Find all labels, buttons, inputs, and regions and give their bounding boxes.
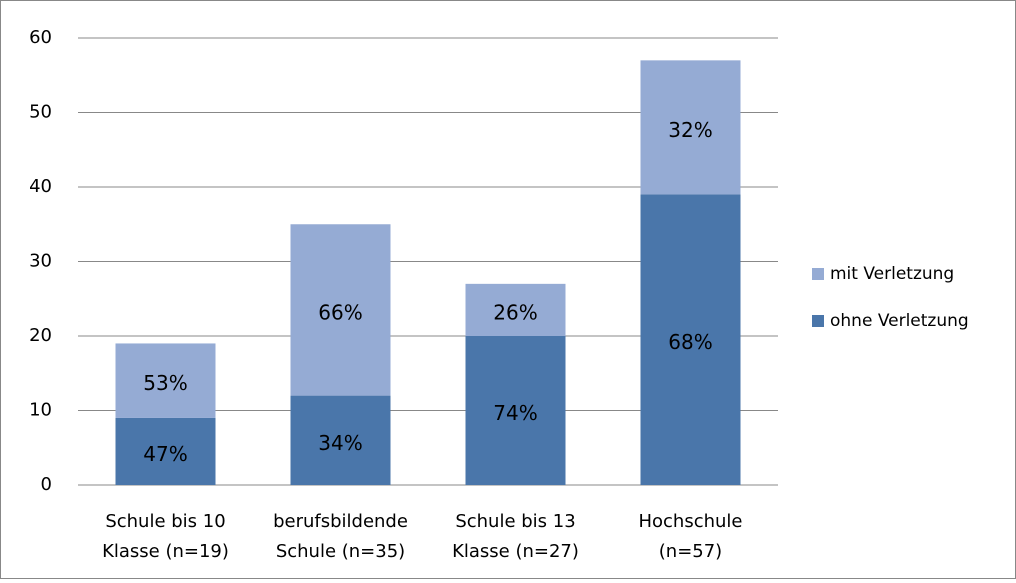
x-tick-label: (n=57) (659, 541, 722, 562)
legend-label: ohne Verletzung (830, 311, 969, 331)
bar-segment (465, 283, 566, 336)
bar-segment (640, 60, 741, 195)
bar-segment (290, 395, 391, 485)
y-tick-label: 30 (29, 251, 52, 272)
x-tick-label: Klasse (n=27) (452, 541, 579, 562)
percent-label: 26% (493, 300, 537, 324)
y-tick-label: 10 (29, 400, 52, 421)
bar-segment (640, 194, 741, 485)
y-tick-label: 60 (29, 27, 52, 48)
percent-label: 68% (668, 330, 712, 354)
legend-swatch (812, 315, 824, 327)
percent-label: 53% (143, 371, 187, 395)
legend-label: mit Verletzung (830, 264, 954, 284)
bar-segment (115, 417, 216, 485)
bar-segment (465, 336, 566, 485)
percent-label: 32% (668, 118, 712, 142)
x-tick-label: berufsbildende (273, 511, 408, 532)
x-tick-label: Schule bis 10 (105, 511, 225, 532)
percent-label: 34% (318, 431, 362, 455)
percent-label: 66% (318, 300, 362, 324)
x-tick-label: Klasse (n=19) (102, 541, 229, 562)
y-tick-label: 40 (29, 176, 52, 197)
x-tick-label: Hochschule (638, 511, 742, 532)
legend-swatch (812, 268, 824, 280)
x-tick-label: Schule bis 13 (455, 511, 575, 532)
percent-label: 74% (493, 401, 537, 425)
y-tick-label: 50 (29, 102, 52, 123)
y-tick-label: 0 (41, 474, 52, 495)
bar-segment (115, 343, 216, 418)
bar-segment (290, 224, 391, 396)
x-tick-label: Schule (n=35) (276, 541, 405, 562)
percent-label: 47% (143, 442, 187, 466)
y-tick-label: 20 (29, 325, 52, 346)
